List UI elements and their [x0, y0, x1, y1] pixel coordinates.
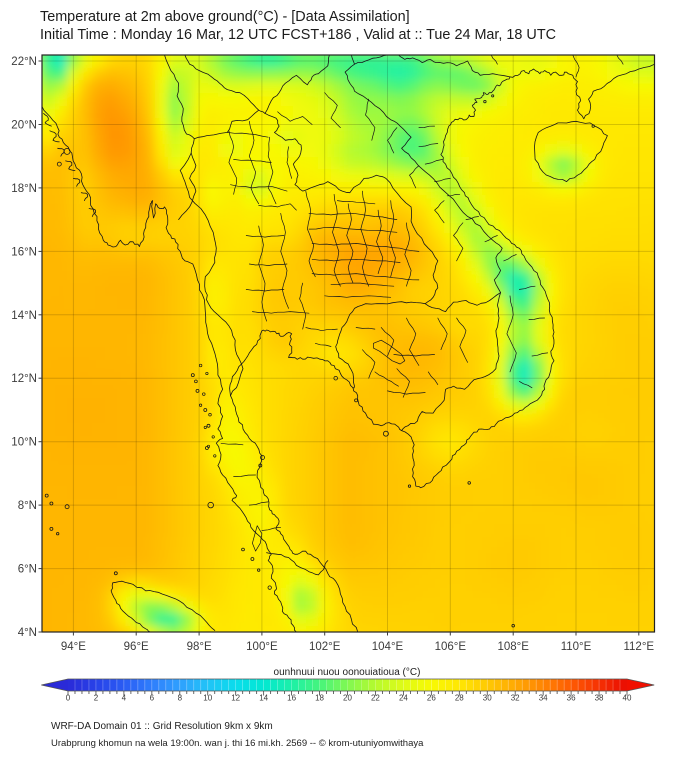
svg-text:8°N: 8°N	[18, 500, 37, 512]
svg-text:32: 32	[511, 694, 520, 703]
svg-text:102°E: 102°E	[309, 641, 341, 653]
svg-text:106°E: 106°E	[435, 641, 467, 653]
svg-text:6°N: 6°N	[18, 564, 37, 576]
svg-text:40: 40	[623, 694, 632, 703]
svg-text:112°E: 112°E	[623, 641, 654, 653]
svg-text:12°N: 12°N	[11, 373, 37, 385]
svg-text:24: 24	[399, 694, 408, 703]
svg-text:12: 12	[231, 694, 240, 703]
svg-text:Initial Time : Monday 16 Mar,: Initial Time : Monday 16 Mar, 12 UTC FCS…	[40, 27, 556, 43]
svg-text:94°E: 94°E	[61, 641, 86, 653]
svg-text:16°N: 16°N	[11, 246, 37, 258]
svg-text:10°N: 10°N	[11, 437, 37, 449]
svg-text:108°E: 108°E	[497, 641, 529, 653]
svg-text:ounhnuui nuou oonouiatioua (°C: ounhnuui nuou oonouiatioua (°C)	[274, 667, 421, 678]
svg-text:20°N: 20°N	[11, 120, 37, 132]
svg-text:2: 2	[94, 694, 99, 703]
svg-text:14: 14	[259, 694, 268, 703]
svg-text:WRF-DA Domain 01 :: Grid Resol: WRF-DA Domain 01 :: Grid Resolution 9km …	[51, 721, 273, 732]
svg-text:8: 8	[178, 694, 183, 703]
svg-text:Temperature at 2m above ground: Temperature at 2m above ground(°C) - [Da…	[40, 9, 410, 25]
svg-text:18°N: 18°N	[11, 183, 37, 195]
svg-text:104°E: 104°E	[372, 641, 404, 653]
svg-text:14°N: 14°N	[11, 310, 37, 322]
svg-text:98°E: 98°E	[187, 641, 212, 653]
svg-text:100°E: 100°E	[246, 641, 278, 653]
svg-text:20: 20	[343, 694, 352, 703]
svg-text:38: 38	[595, 694, 604, 703]
svg-text:28: 28	[455, 694, 464, 703]
svg-text:16: 16	[287, 694, 296, 703]
svg-text:34: 34	[539, 694, 548, 703]
svg-text:110°E: 110°E	[561, 641, 592, 653]
svg-text:96°E: 96°E	[124, 641, 149, 653]
svg-text:30: 30	[483, 694, 492, 703]
svg-text:18: 18	[315, 694, 324, 703]
svg-text:22°N: 22°N	[11, 56, 37, 68]
svg-text:4°N: 4°N	[18, 627, 37, 639]
svg-text:0: 0	[66, 694, 71, 703]
svg-text:26: 26	[427, 694, 436, 703]
svg-text:22: 22	[371, 694, 380, 703]
svg-text:10: 10	[203, 694, 212, 703]
svg-text:6: 6	[150, 694, 155, 703]
svg-text:Urabprung khomun na wela 19:00: Urabprung khomun na wela 19:00n. wan j. …	[51, 738, 424, 749]
svg-text:4: 4	[122, 694, 127, 703]
svg-text:36: 36	[567, 694, 576, 703]
